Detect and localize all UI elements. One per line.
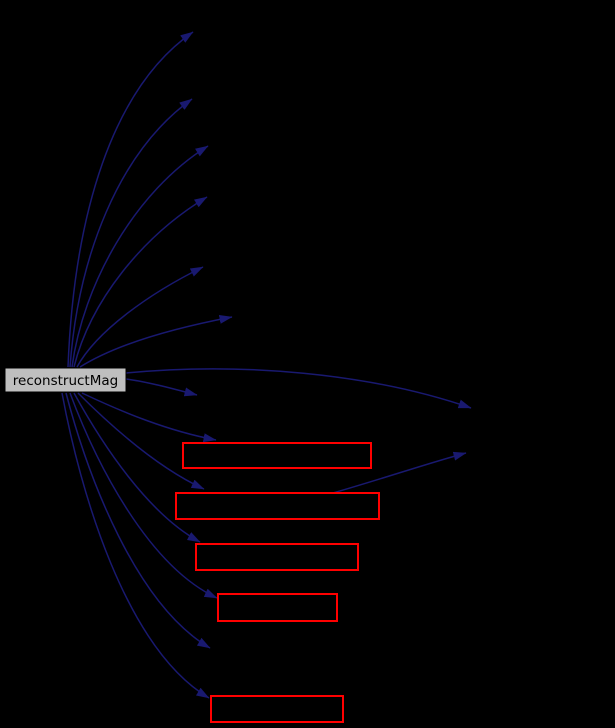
dependency-node-dep-box-4[interactable]: [217, 593, 338, 622]
dependency-node-dep-box-1[interactable]: [182, 442, 372, 469]
dependency-edge-5: [76, 266, 204, 368]
dependency-edge-1: [67, 31, 194, 368]
dependency-edge-12: [69, 392, 218, 599]
main-node-label: reconstructMag: [13, 373, 118, 389]
dependency-edge-15: [332, 451, 467, 494]
dependency-edge-2: [69, 98, 193, 368]
dependency-edge-14: [61, 392, 210, 699]
dependency-edge-4: [73, 196, 208, 368]
dependency-edge-9: [81, 392, 217, 443]
dependency-edge-8: [125, 378, 198, 397]
dependency-edge-7: [125, 368, 472, 409]
dependency-edge-10: [77, 392, 205, 490]
dependency-edge-13: [65, 392, 211, 649]
main-node[interactable]: [4, 367, 127, 393]
edges-layer: [61, 31, 472, 699]
dependency-edge-3: [71, 145, 209, 368]
dependency-node-dep-box-2[interactable]: [175, 492, 380, 520]
dependency-edge-11: [73, 392, 201, 543]
dependency-node-dep-box-5[interactable]: [210, 695, 344, 723]
nodes-layer: reconstructMag: [4, 367, 380, 723]
dependency-edge-6: [79, 314, 233, 368]
dependency-node-dep-box-3[interactable]: [195, 543, 359, 571]
